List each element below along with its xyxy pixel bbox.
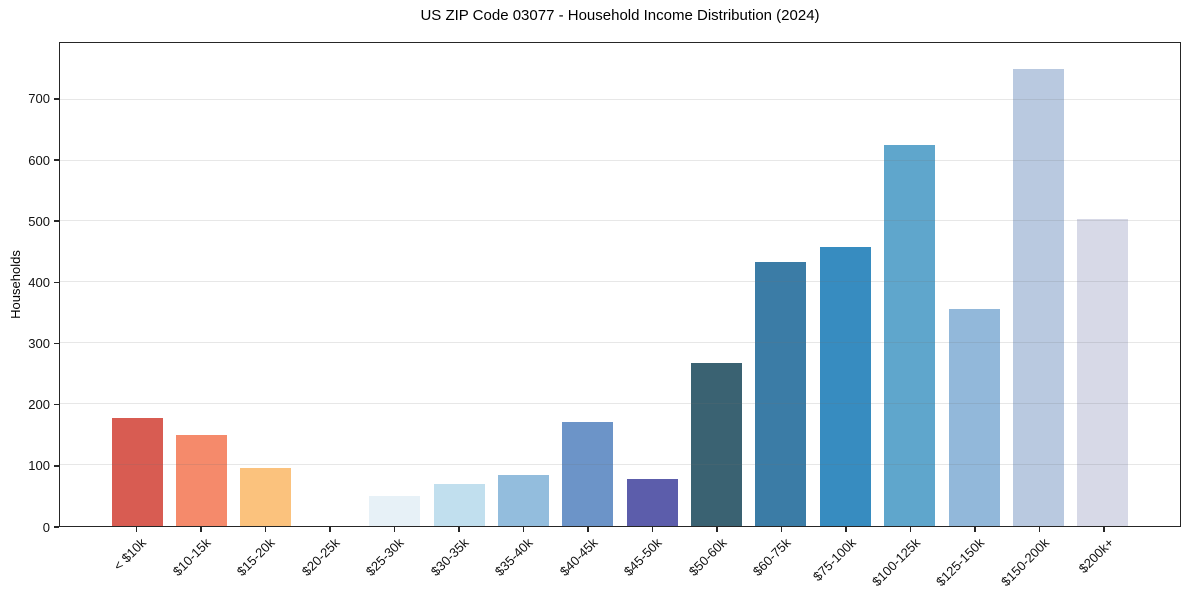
bar-slot	[427, 43, 491, 526]
x-tick-mark	[651, 527, 653, 532]
y-tick-mark-400	[54, 281, 59, 284]
y-tick-label-300: 300	[28, 336, 50, 352]
y-axis-label: Households	[7, 250, 23, 319]
x-tick-label-$40-45k: $40-45k	[556, 535, 601, 579]
y-tick-mark-500	[54, 220, 59, 222]
x-tick-label-$20-25k: $20-25k	[298, 535, 343, 579]
bar-slot	[298, 43, 362, 526]
x-tick-mark	[909, 527, 911, 532]
y-tick-mark-700	[54, 98, 59, 100]
x-tick-mark	[393, 527, 395, 532]
bar-slot	[684, 43, 748, 526]
bar-slot	[1071, 43, 1135, 526]
y-tick-label-200: 200	[28, 397, 50, 413]
y-tick-label-400: 400	[28, 274, 50, 290]
bar-$40-45k	[562, 422, 614, 526]
x-tick-mark	[329, 527, 331, 532]
bar-$150-200k	[1012, 69, 1064, 526]
x-tick-label-$75-100k: $75-100k	[809, 535, 859, 584]
x-tick-mark	[1103, 527, 1105, 532]
bar-$10-15k	[176, 435, 228, 526]
x-tick-label-$200k+: $200k+	[1075, 535, 1117, 577]
bar-slot	[1006, 43, 1070, 526]
bar-slot	[813, 43, 877, 526]
x-tick-mark	[974, 527, 976, 532]
bar-$50-60k	[691, 362, 743, 526]
plot-area	[59, 42, 1181, 527]
bar-$200k+	[1077, 219, 1129, 526]
x-tick-mark	[200, 527, 202, 532]
bar-slot	[234, 43, 298, 526]
bar-$30-35k	[433, 483, 485, 526]
y-tick-label-0: 0	[42, 519, 50, 535]
y-tick-mark-600	[54, 159, 59, 161]
bar-$60-75k	[755, 262, 807, 526]
bar-$125-150k	[948, 309, 1000, 526]
bar-$15-20k	[240, 467, 292, 526]
y-tick-mark-300	[54, 342, 59, 345]
x-tick-mark	[716, 527, 718, 532]
bar-$45-50k	[626, 478, 678, 526]
bars-layer	[60, 43, 1180, 526]
x-tick-mark	[458, 527, 460, 532]
x-tick-label-$60-75k: $60-75k	[750, 535, 794, 579]
x-tick-mark	[1038, 527, 1040, 532]
x-tick-label-$30-35k: $30-35k	[427, 535, 472, 579]
bar-slot	[878, 43, 942, 526]
y-tick-label-100: 100	[28, 458, 50, 474]
x-tick-mark	[587, 527, 589, 532]
y-tick-label-600: 600	[28, 152, 50, 168]
x-tick-mark	[135, 527, 137, 532]
bar-slot	[105, 43, 169, 526]
bar-slot	[942, 43, 1006, 526]
y-tick-label-500: 500	[28, 213, 50, 229]
x-tick-label-$150-200k: $150-200k	[997, 535, 1052, 590]
x-tick-label-$15-20k: $15-20k	[234, 535, 278, 579]
y-tick-mark-0	[54, 526, 59, 528]
bar-slot	[556, 43, 620, 526]
bar-$25-30k	[369, 496, 421, 526]
x-tick-label-$50-60k: $50-60k	[685, 535, 730, 579]
x-tick-label-< $10k: < $10k	[110, 535, 149, 574]
bar-slot	[620, 43, 684, 526]
x-tick-mark	[780, 527, 782, 532]
bar-$75-100k	[819, 247, 871, 526]
x-tick-mark	[522, 527, 524, 532]
x-tick-label-$100-125k: $100-125k	[868, 535, 923, 590]
y-tick-label-700: 700	[28, 91, 50, 107]
y-tick-mark-100	[54, 465, 59, 467]
bar-slot	[491, 43, 555, 526]
x-tick-label-$125-150k: $125-150k	[933, 535, 988, 590]
x-tick-mark	[264, 527, 266, 532]
bar-slot	[169, 43, 233, 526]
x-tick-mark	[845, 527, 847, 532]
chart-title: US ZIP Code 03077 - Household Income Dis…	[420, 7, 820, 24]
bar-< $10k	[111, 418, 163, 526]
x-tick-label-$35-40k: $35-40k	[492, 535, 536, 579]
bar-slot	[363, 43, 427, 526]
y-tick-mark-200	[54, 403, 59, 406]
bar-$100-125k	[884, 144, 936, 526]
bar-slot	[749, 43, 813, 526]
x-tick-label-$25-30k: $25-30k	[363, 535, 407, 579]
x-tick-label-$10-15k: $10-15k	[169, 535, 214, 579]
bar-$35-40k	[497, 475, 549, 526]
x-tick-label-$45-50k: $45-50k	[621, 535, 665, 579]
